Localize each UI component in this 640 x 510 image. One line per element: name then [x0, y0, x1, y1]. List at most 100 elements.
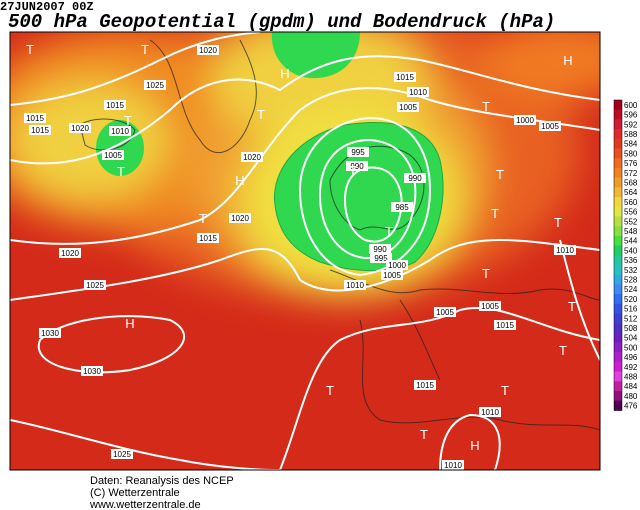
pressure-center: T: [199, 211, 207, 226]
colorbar-swatch: [614, 167, 622, 178]
colorbar-swatch: [614, 313, 622, 324]
timestamp: 27JUN2007 00Z: [0, 0, 94, 14]
isobar-label: 990: [350, 162, 364, 171]
pressure-center: T: [568, 299, 576, 314]
isobar-label-bg: [370, 253, 392, 263]
colorbar-label: 528: [624, 275, 638, 284]
pressure-center: T: [349, 163, 357, 178]
colorbar-label: 576: [624, 159, 638, 168]
colorbar-label: 588: [624, 130, 638, 139]
isobar-label: 1000: [388, 261, 406, 270]
footer-line: (C) Wetterzentrale: [90, 487, 180, 499]
colorbar-label: 488: [624, 372, 638, 381]
colorbar-swatch: [614, 235, 622, 246]
isobar-label-bg: [394, 72, 416, 82]
colorbar-swatch: [614, 274, 622, 285]
isobar-label: 1025: [113, 450, 131, 459]
colorbar-swatch: [614, 206, 622, 217]
colorbar-label: 500: [624, 343, 638, 352]
colorbar-swatch: [614, 138, 622, 149]
isobar-label-bg: [386, 260, 408, 270]
isobar-label: 1010: [346, 281, 364, 290]
isobar-label: 1005: [541, 122, 559, 131]
colorbar-swatch: [614, 109, 622, 120]
pressure-center: T: [491, 206, 499, 221]
isobar-label: 1030: [83, 367, 101, 376]
colorbar-swatch: [614, 226, 622, 237]
pressure-center: T: [385, 224, 393, 239]
isobar-label-bg: [391, 202, 413, 212]
colorbar-swatch: [614, 332, 622, 343]
colorbar-label: 504: [624, 334, 638, 343]
isobars: [10, 32, 600, 470]
colorbar-swatch: [614, 391, 622, 401]
isobar-label-bg: [241, 152, 263, 162]
pressure-center: T: [257, 107, 265, 122]
colorbar-swatch: [614, 129, 622, 140]
isobar-label-bg: [109, 126, 131, 136]
colorbar-label: 520: [624, 295, 638, 304]
colorbar-frame: [613, 99, 623, 411]
colorbar-label: 484: [624, 382, 638, 391]
isobar-label: 1010: [444, 461, 462, 470]
isobar-label: 1010: [556, 246, 574, 255]
colorbar-swatch: [614, 187, 622, 198]
isobar-label: 990: [373, 245, 387, 254]
isobar-label-bg: [229, 213, 251, 223]
isobar-label-bg: [347, 147, 369, 157]
colorbar-swatch: [614, 264, 622, 275]
isobar-label: 1010: [409, 88, 427, 97]
isobar-label-bg: [144, 80, 166, 90]
isobar-label-bg: [397, 102, 419, 112]
pressure-center: T: [141, 42, 149, 57]
isobar-label: 995: [374, 254, 388, 263]
colorbar-label: 592: [624, 120, 638, 129]
colorbar-swatch: [614, 361, 622, 372]
colorbar-swatch: [614, 371, 622, 382]
pressure-center: T: [326, 383, 334, 398]
pressure-center: H: [470, 438, 479, 453]
colorbar-label: 532: [624, 266, 638, 275]
isobar-label: 1005: [104, 151, 122, 160]
colorbar-label: 480: [624, 392, 638, 401]
colorbar-swatch: [614, 197, 622, 207]
isobar-label-bg: [102, 150, 124, 160]
isobar-label: 1020: [61, 249, 79, 258]
colorbar-label: 492: [624, 363, 638, 372]
isobar-label: 1015: [496, 321, 514, 330]
colorbar-swatch: [614, 400, 622, 411]
pressure-center: H: [235, 173, 244, 188]
isobar-label-bg: [407, 87, 429, 97]
isobar-label-bg: [479, 301, 501, 311]
colorbar-label: 508: [624, 324, 638, 333]
isobar-label: 1030: [41, 329, 59, 338]
colorbar-swatch: [614, 216, 622, 227]
isobar-label: 1015: [26, 114, 44, 123]
colorbar-label: 568: [624, 178, 638, 187]
isobar-label: 1020: [243, 153, 261, 162]
isobar-label-bg: [59, 248, 81, 258]
pressure-center: T: [124, 113, 132, 128]
colorbar-swatch: [614, 352, 622, 363]
isobar-label: 1005: [481, 302, 499, 311]
isobar-label: 1015: [199, 234, 217, 243]
isobar-label-bg: [479, 407, 501, 417]
colorbar-label: 548: [624, 227, 638, 236]
isobar-label-bg: [514, 115, 536, 125]
isobar-label-bg: [84, 280, 106, 290]
isobar-label-bg: [69, 123, 91, 133]
colorbar-label: 512: [624, 314, 638, 323]
colorbar-swatch: [614, 245, 622, 256]
isobar-label: 1005: [399, 103, 417, 112]
map-frame: [9, 31, 601, 471]
isobar-label-bg: [197, 233, 219, 243]
isobar-label: 990: [408, 174, 422, 183]
colorbar-swatch: [614, 381, 622, 392]
pressure-center: H: [563, 53, 572, 68]
isobar-label: 1005: [383, 271, 401, 280]
colorbar-swatch: [614, 323, 622, 334]
colorbar-swatch: [614, 255, 622, 266]
isobar-label: 1025: [86, 281, 104, 290]
colorbar-label: 536: [624, 256, 638, 265]
